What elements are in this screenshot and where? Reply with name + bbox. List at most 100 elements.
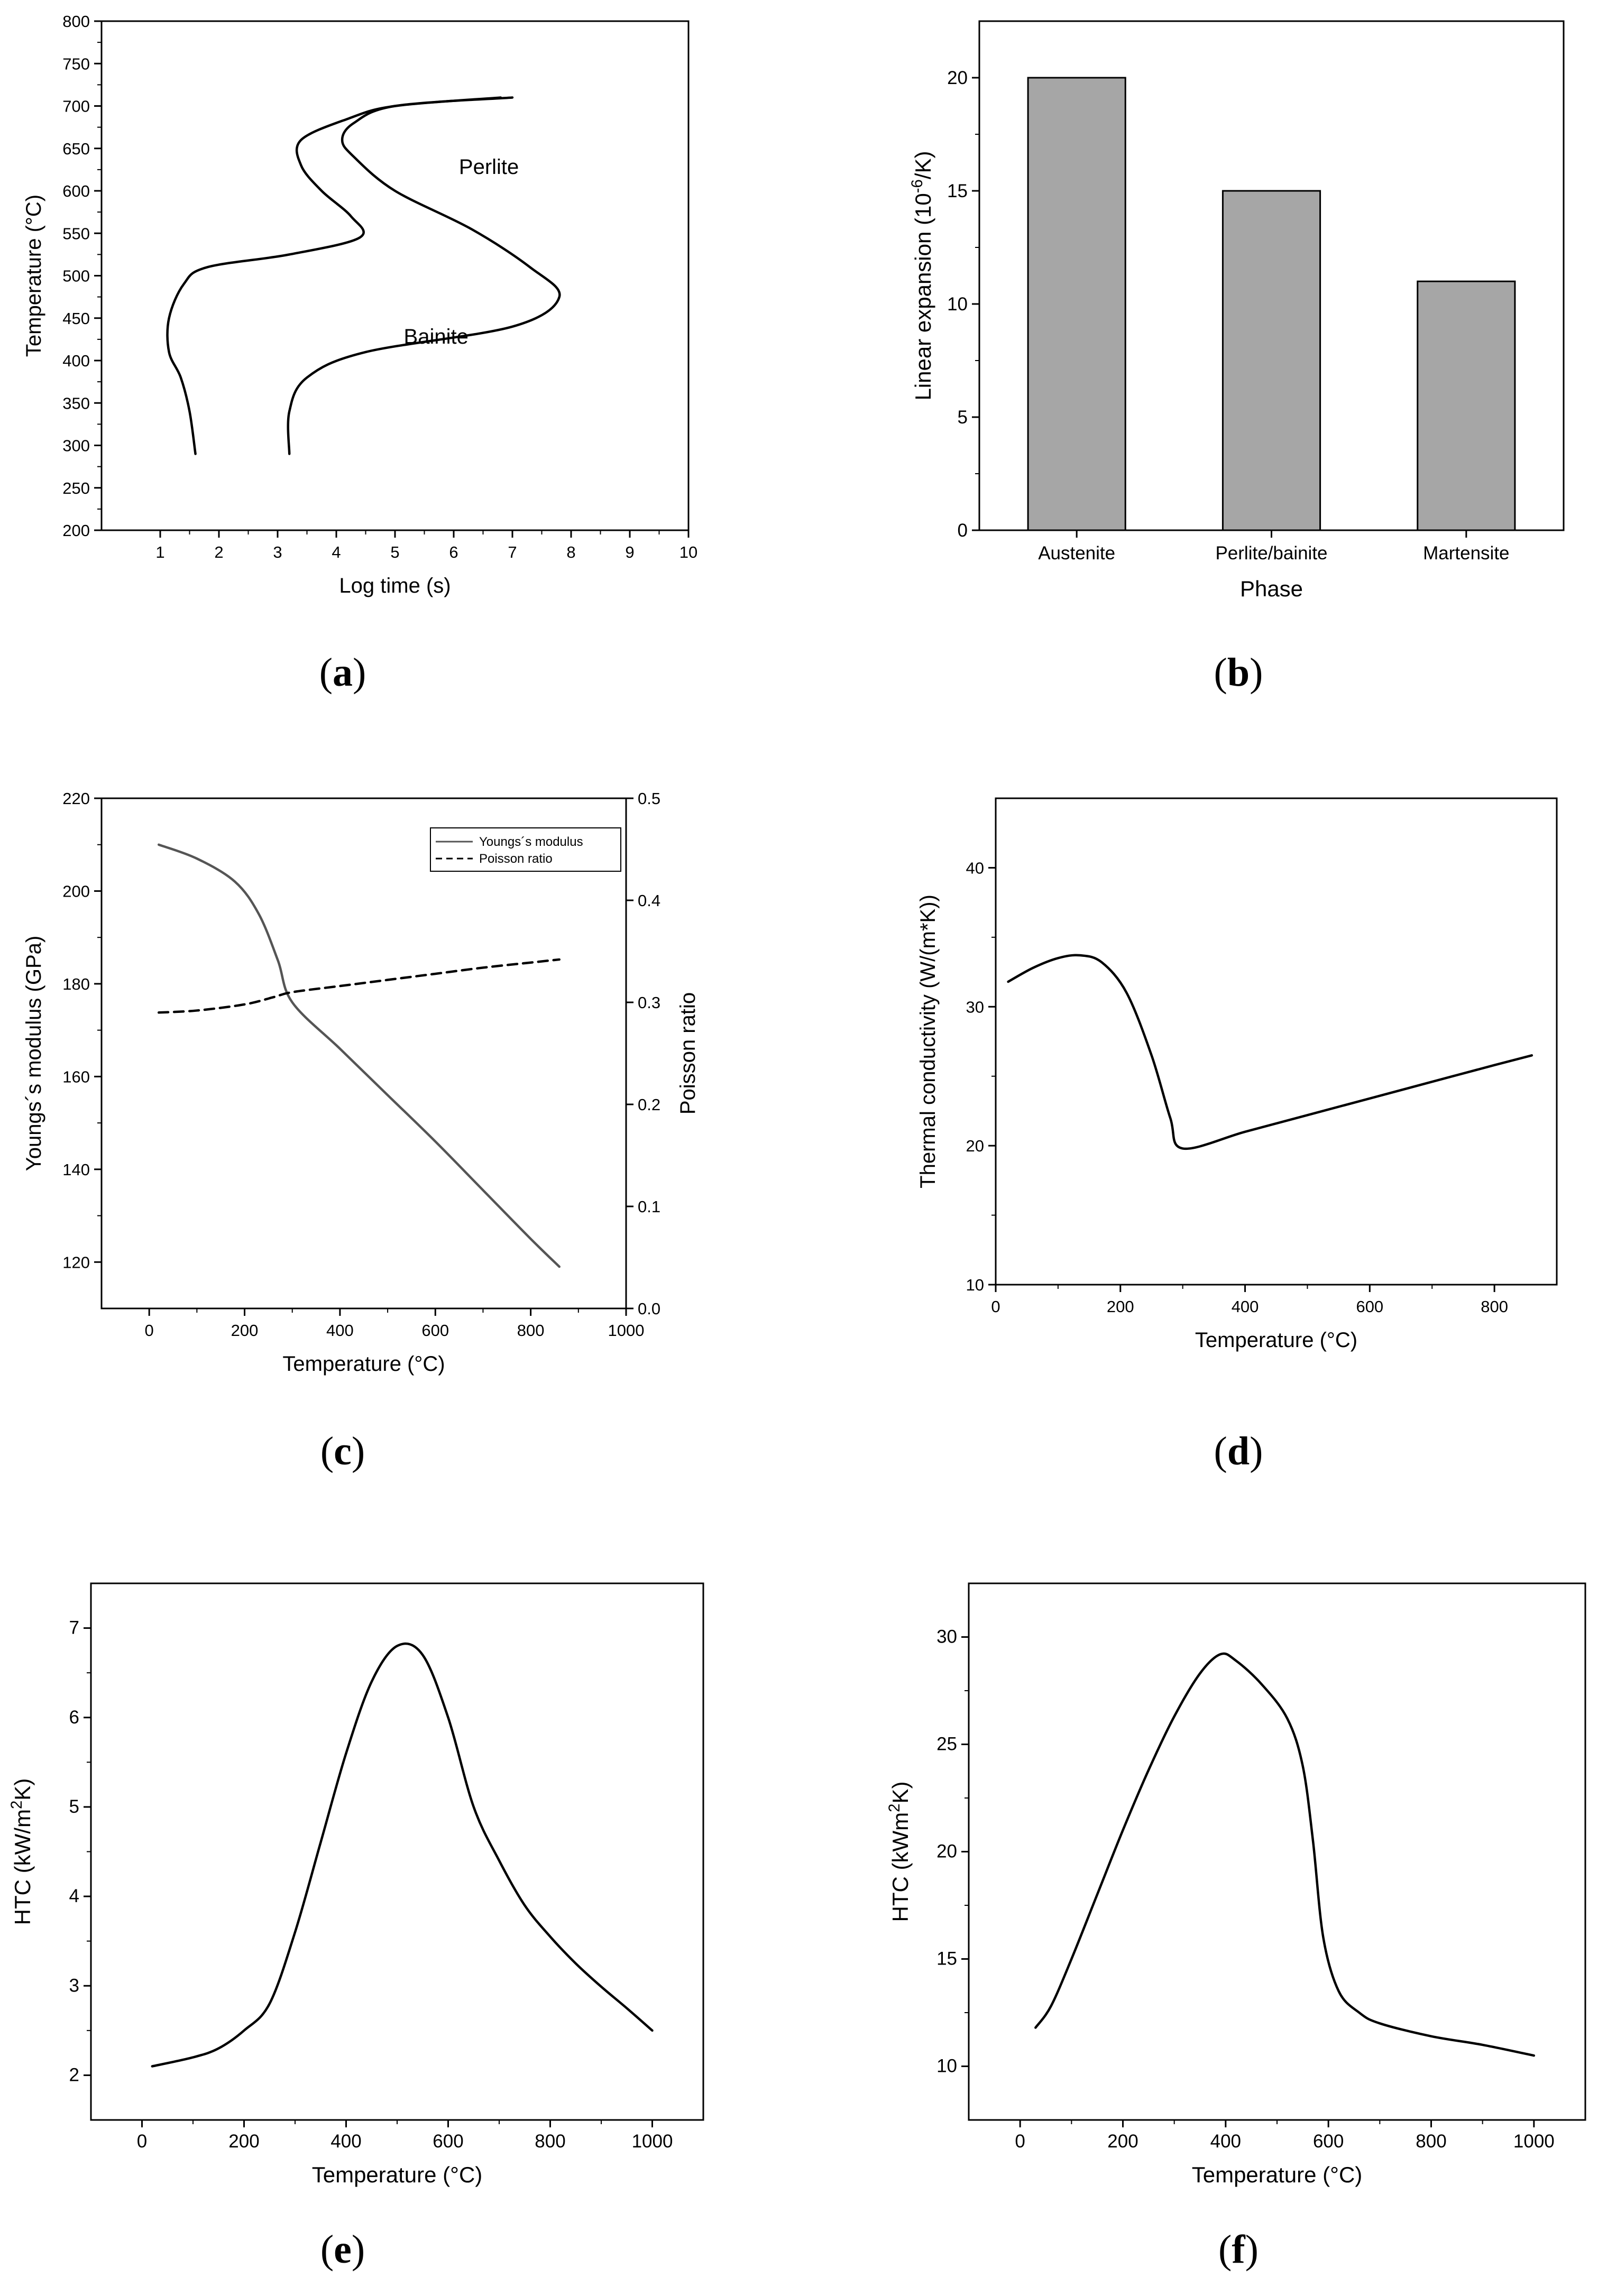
y2-tick-label: 0.4 — [638, 891, 660, 910]
x-axis-label: Temperature (°C) — [1195, 1329, 1357, 1352]
x-tick-label: 0 — [991, 1297, 1000, 1316]
legend-label: Poisson ratio — [479, 852, 553, 866]
x-tick-label: 600 — [1356, 1297, 1383, 1316]
y-tick-label: 20 — [936, 1841, 957, 1862]
y-tick-label: 20 — [947, 68, 968, 88]
panel-caption: (b) — [1214, 650, 1263, 695]
y-tick-label: 500 — [62, 267, 90, 285]
y-tick-label: 300 — [62, 437, 90, 455]
plot-frame — [968, 1582, 1586, 2121]
x-tick-label: 200 — [1107, 1297, 1134, 1316]
series-line-youngs-s-modulus — [157, 843, 561, 1268]
y-tick-label: 600 — [62, 182, 90, 200]
y-tick-label: 25 — [936, 1734, 957, 1755]
y-tick-label: 15 — [947, 181, 968, 201]
x-tick-label: 1 — [155, 543, 164, 561]
series-line-poisson-ratio — [157, 958, 561, 1014]
plot-frame — [90, 1582, 704, 2121]
x-tick-label: 1000 — [608, 1321, 645, 1340]
y2-tick-label: 0.3 — [638, 993, 660, 1012]
y2-tick-label: 0.2 — [638, 1095, 660, 1114]
x-tick-label: 400 — [330, 2131, 361, 2152]
panel-caption: (e) — [320, 2227, 365, 2272]
y-tick-label: 200 — [62, 521, 90, 540]
y-tick-label: 700 — [62, 97, 90, 116]
y-tick-label: 450 — [62, 309, 90, 328]
x-tick-label: 600 — [421, 1321, 449, 1340]
x-tick-label: 800 — [1416, 2131, 1446, 2152]
panel-caption: (c) — [320, 1429, 365, 1473]
y-tick-label: 10 — [966, 1276, 984, 1294]
x-tick-label: 400 — [1232, 1297, 1259, 1316]
x-tick-label: 400 — [1210, 2131, 1241, 2152]
x-tick-label: 800 — [517, 1321, 545, 1340]
x-axis-label: Phase — [1240, 576, 1303, 601]
x-tick-label: 5 — [390, 543, 399, 561]
y2-axis-label: Poisson ratio — [676, 992, 700, 1114]
y-tick-label: 30 — [936, 1627, 957, 1647]
series-line-finish-curve — [287, 96, 561, 455]
x-tick-label: 6 — [449, 543, 458, 561]
y-tick-label: 800 — [62, 12, 90, 31]
series-line-htc — [1034, 1652, 1536, 2057]
caption-letter: b — [1227, 650, 1250, 695]
x-tick-label: 9 — [625, 543, 634, 561]
y-tick-label: 2 — [69, 2064, 79, 2085]
x-tick-label: 8 — [566, 543, 575, 561]
annotation: Bainite — [404, 325, 469, 348]
x-tick-label: 4 — [332, 543, 341, 561]
caption-letter: c — [334, 1429, 352, 1473]
x-tick-label: 0 — [137, 2131, 147, 2152]
y-tick-label: 20 — [966, 1137, 984, 1155]
y-tick-label: 200 — [62, 882, 90, 900]
legend-box — [430, 827, 621, 872]
x-axis-label: Temperature (°C) — [282, 1352, 445, 1376]
x-tick-label: 600 — [1313, 2131, 1344, 2152]
y-tick-label: 250 — [62, 479, 90, 497]
legend-label: Youngs´s modulus — [479, 835, 583, 849]
y-tick-label: 15 — [936, 1949, 957, 1969]
y-tick-label: 4 — [69, 1886, 79, 1906]
y-axis-label: HTC (kW/m2K) — [8, 1778, 35, 1925]
x-tick-label: 400 — [326, 1321, 354, 1340]
y2-tick-label: 0.0 — [638, 1299, 660, 1318]
y-tick-label: 40 — [966, 859, 984, 877]
plot-frame — [995, 797, 1558, 1286]
y-tick-label: 7 — [69, 1618, 79, 1638]
x-tick-label: 600 — [433, 2131, 463, 2152]
y-tick-label: 350 — [62, 394, 90, 412]
x-axis-label: Temperature (°C) — [1192, 2162, 1363, 2187]
bar-martensite — [1417, 280, 1516, 531]
panel-e: 0 200 400 600 800 1000 2 3 4 5 6 7 Temperature (°C) H… — [8, 1582, 704, 2272]
y2-tick-label: 0.1 — [638, 1197, 660, 1216]
y-tick-label: 180 — [62, 975, 90, 993]
x-tick-label: 3 — [273, 543, 282, 561]
y-tick-label: 750 — [62, 54, 90, 73]
series-line-htc — [151, 1642, 654, 2068]
y-tick-label: 5 — [69, 1796, 79, 1817]
bar-perlite-bainite — [1222, 190, 1321, 531]
x-tick-label: 1000 — [632, 2131, 673, 2152]
annotation: Perlite — [459, 155, 519, 179]
y-tick-label: 160 — [62, 1067, 90, 1086]
panel-caption: (a) — [319, 650, 366, 695]
panel-caption: (f) — [1218, 2227, 1259, 2272]
y-tick-label: 3 — [69, 1975, 79, 1996]
series-line-start-curve — [166, 96, 502, 455]
y-axis-label: HTC (kWm2K) — [886, 1782, 913, 1922]
x-axis-label: Log time (s) — [339, 574, 451, 597]
x-tick-label: 7 — [508, 543, 517, 561]
bar-austenite — [1027, 77, 1126, 531]
panel-a: 1 2 3 4 5 6 7 8 9 10 200 250 300 350 400 450 500 550 600 65… — [22, 12, 697, 695]
y-axis-label: Thermal conductivity (W/(m*K)) — [916, 895, 940, 1188]
y-tick-label: 650 — [62, 140, 90, 158]
x-tick-label: 200 — [1107, 2131, 1138, 2152]
y-tick-label: 140 — [62, 1160, 90, 1179]
x-tick-label: 10 — [679, 543, 697, 561]
plot-frame — [100, 797, 627, 1310]
y-tick-label: 550 — [62, 224, 90, 243]
x-tick-label: Austenite — [1038, 543, 1115, 564]
y-tick-label: 6 — [69, 1707, 79, 1728]
series-line-thermal-conductivity — [1007, 954, 1533, 1150]
